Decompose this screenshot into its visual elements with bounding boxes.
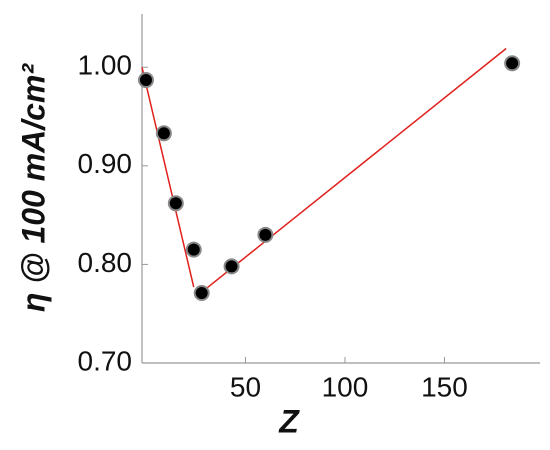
y-tick-label: 0.80 [78,247,133,278]
data-point [504,55,521,72]
fit-line [195,47,507,298]
x-tick-label: 150 [421,371,468,402]
x-axis-title: Z [278,403,300,439]
data-point [257,226,274,243]
y-axis-title: η @ 100 mA/cm² [15,63,51,313]
y-tick-label: 0.90 [78,148,133,179]
x-tick-label: 50 [230,371,261,402]
data-point [137,72,154,89]
fit-line [141,67,195,288]
data-point [185,241,202,258]
data-point [223,258,240,275]
x-tick-label: 100 [322,371,369,402]
y-tick-label: 1.00 [78,50,133,81]
data-point [193,285,210,302]
data-point [155,125,172,142]
data-point [167,195,184,212]
y-tick-label: 0.70 [78,345,133,376]
